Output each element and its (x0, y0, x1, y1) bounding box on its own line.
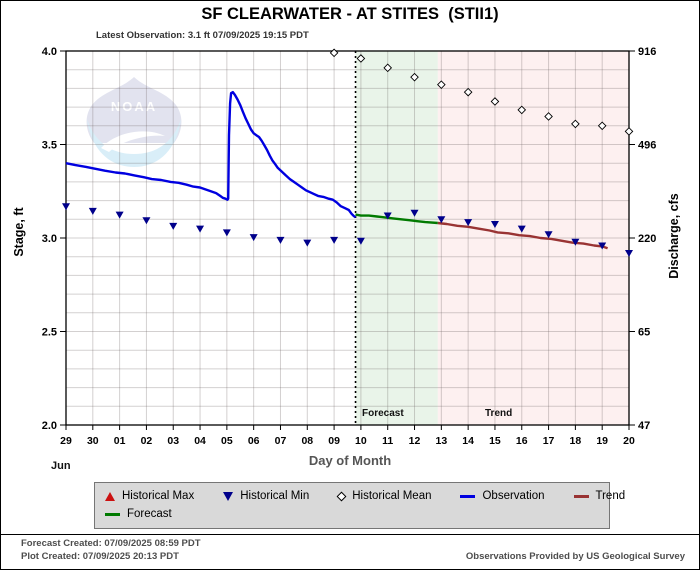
svg-text:47: 47 (638, 420, 650, 432)
svg-text:4.0: 4.0 (42, 46, 57, 58)
legend: Historical Max Historical Min Historical… (94, 482, 625, 529)
trend-region-label: Trend (485, 408, 513, 419)
observations-source-label: Observations Provided by US Geological S… (465, 551, 685, 562)
svg-text:12: 12 (409, 435, 421, 447)
svg-text:2.5: 2.5 (42, 327, 57, 339)
latest-observation-label: Latest Observation: 3.1 ft 07/09/2025 19… (96, 30, 309, 41)
legend-label: Forecast (127, 508, 172, 520)
axis-ticks-and-labels: 29 30 01 02 03 04 05 06 07 08 09 10 11 12 13 14 15 16 17 18… (42, 46, 657, 447)
triangle-down-icon (223, 491, 234, 501)
svg-text:15: 15 (489, 435, 501, 447)
noaa-watermark: NOAA (86, 77, 182, 167)
footer-divider (1, 534, 699, 535)
month-label: Jun (51, 460, 71, 472)
trend-region (437, 51, 629, 425)
legend-row-2: Forecast (105, 508, 201, 520)
svg-text:496: 496 (638, 140, 656, 152)
legend-label: Historical Mean (352, 490, 432, 502)
line-swatch-icon (105, 512, 120, 516)
historical-min-markers (62, 203, 633, 257)
legend-item-trend: Trend (573, 490, 626, 502)
svg-text:2.0: 2.0 (42, 420, 57, 432)
legend-label: Historical Min (240, 490, 310, 502)
svg-text:220: 220 (638, 233, 656, 245)
day-of-month-axis-title: Day of Month (308, 453, 392, 468)
svg-text:17: 17 (543, 435, 555, 447)
trend-line (437, 221, 608, 250)
legend-item-historical-max: Historical Max (105, 490, 194, 502)
svg-text:14: 14 (462, 435, 474, 447)
forecast-region-label: Forecast (362, 408, 404, 419)
svg-text:10: 10 (355, 435, 367, 447)
svg-text:02: 02 (141, 435, 153, 447)
svg-text:3.5: 3.5 (42, 140, 57, 152)
svg-text:916: 916 (638, 46, 656, 58)
discharge-axis-title: Discharge, cfs (667, 193, 681, 279)
svg-text:3.0: 3.0 (42, 233, 57, 245)
stage-axis-title: Stage, ft (12, 207, 26, 257)
svg-text:07: 07 (275, 435, 287, 447)
legend-label: Trend (595, 490, 626, 502)
svg-text:29: 29 (60, 435, 72, 447)
legend-label: Historical Max (122, 490, 195, 502)
diamond-icon (336, 491, 347, 501)
hydrograph-plot: NOAA 29 30 01 02 03 04 05 06 07 08 09 10 11 12 13 14 15 16… (42, 46, 657, 447)
legend-label: Observation (482, 490, 545, 502)
svg-text:08: 08 (301, 435, 313, 447)
svg-text:16: 16 (516, 435, 528, 447)
svg-text:03: 03 (167, 435, 179, 447)
svg-text:11: 11 (382, 435, 393, 447)
historical-mean-markers (329, 48, 634, 136)
svg-text:20: 20 (623, 435, 635, 447)
plot-created-label: Plot Created: 07/09/2025 20:13 PDT (21, 551, 179, 562)
triangle-up-icon (105, 491, 115, 501)
svg-text:65: 65 (638, 327, 650, 339)
noaa-watermark-text: NOAA (111, 99, 157, 114)
svg-text:13: 13 (435, 435, 447, 447)
forecast-region (355, 51, 438, 425)
svg-text:01: 01 (114, 435, 126, 447)
page-title: SF CLEARWATER - AT STITES (STII1) (201, 5, 499, 23)
legend-item-historical-min: Historical Min (223, 490, 309, 502)
svg-text:04: 04 (194, 435, 206, 447)
forecast-line (355, 213, 438, 225)
line-swatch-icon (460, 494, 476, 498)
svg-text:30: 30 (87, 435, 99, 447)
observation-line (65, 90, 357, 219)
svg-text:09: 09 (328, 435, 340, 447)
legend-item-observation: Observation (460, 490, 545, 502)
svg-text:06: 06 (248, 435, 260, 447)
line-swatch-icon (573, 494, 589, 498)
legend-item-historical-mean: Historical Mean (336, 490, 432, 502)
svg-text:05: 05 (221, 435, 233, 447)
svg-text:18: 18 (570, 435, 582, 447)
legend-row-1: Historical Max Historical Min Historical… (105, 490, 654, 502)
forecast-created-label: Forecast Created: 07/09/2025 08:59 PDT (21, 538, 201, 549)
svg-text:19: 19 (596, 435, 608, 447)
legend-item-forecast: Forecast (105, 508, 172, 520)
